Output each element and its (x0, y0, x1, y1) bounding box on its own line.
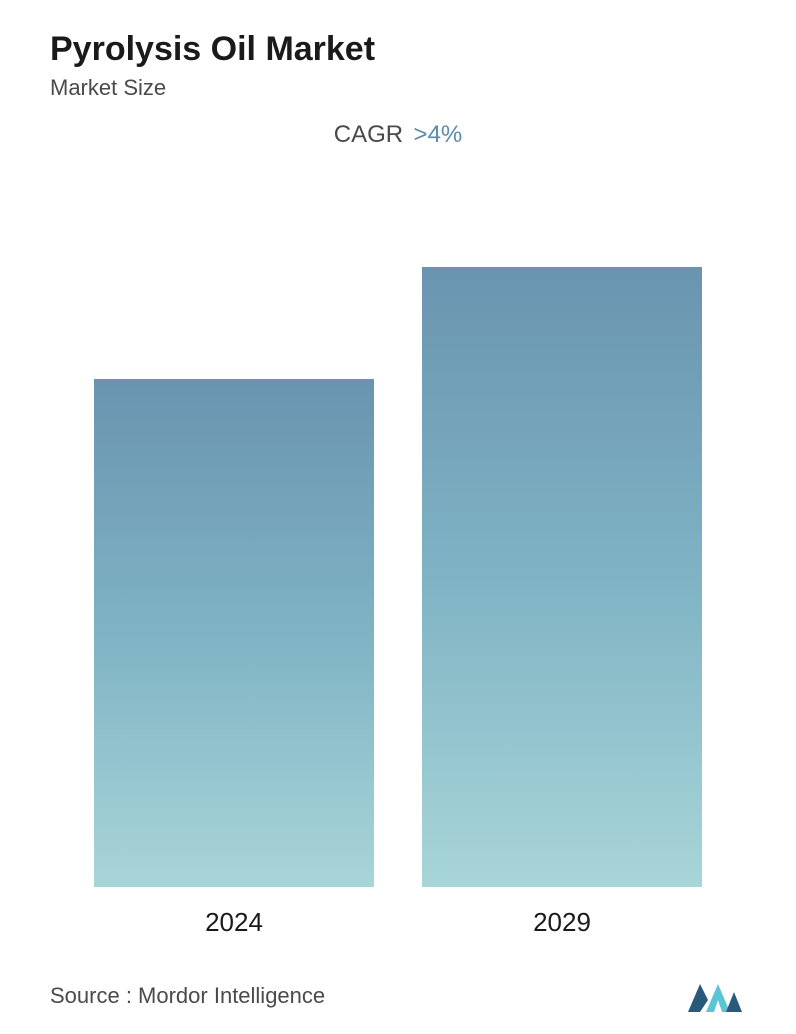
cagr-label: CAGR (334, 121, 403, 148)
chart-area: 2024 2029 (50, 179, 746, 958)
source-text: Source : Mordor Intelligence (50, 983, 325, 1009)
bar-1 (422, 267, 702, 887)
chart-title: Pyrolysis Oil Market (50, 30, 746, 69)
chart-subtitle: Market Size (50, 75, 746, 101)
footer: Source : Mordor Intelligence (50, 958, 746, 1014)
bar-group-1: 2029 (422, 267, 702, 938)
bar-group-0: 2024 (94, 379, 374, 938)
cagr-row: CAGR >4% (50, 121, 746, 149)
cagr-value: >4% (414, 121, 463, 148)
chart-container: Pyrolysis Oil Market Market Size CAGR >4… (0, 0, 796, 1034)
bar-label-0: 2024 (205, 907, 263, 938)
brand-logo-icon (686, 978, 746, 1014)
bar-0 (94, 379, 374, 887)
bar-label-1: 2029 (533, 907, 591, 938)
